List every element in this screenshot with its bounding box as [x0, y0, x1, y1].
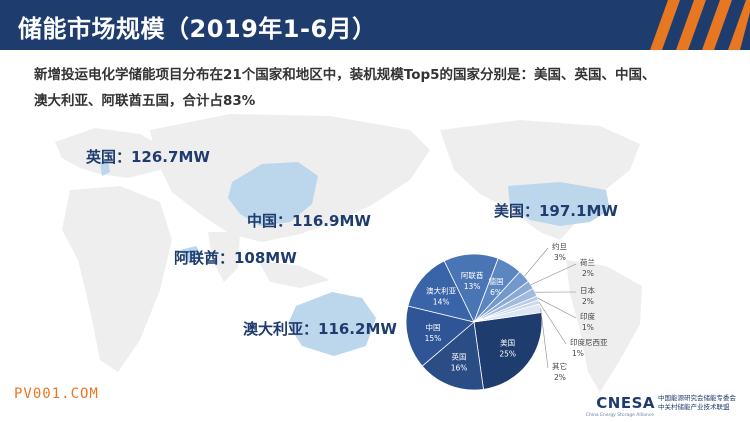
- pie-value-2: 15%: [425, 334, 442, 343]
- europe-landmass: [55, 128, 168, 178]
- label-usa: 美国：197.1MW: [494, 202, 618, 220]
- org-names: 中国能源研究会储能专委会 中关村储能产业技术联盟: [658, 394, 738, 412]
- india-landmass: [208, 232, 240, 282]
- header-stripes-decoration: [650, 0, 750, 50]
- pie-label-11: 其它: [552, 361, 567, 371]
- se-asia-landmass: [258, 260, 330, 288]
- pie-value-4: 13%: [464, 282, 481, 291]
- pie-value-1: 16%: [451, 363, 468, 372]
- pie-value-8: 2%: [582, 297, 594, 306]
- usa-shape: [508, 182, 610, 226]
- pie-slice-1: [421, 321, 484, 390]
- pie-value-9: 1%: [582, 323, 594, 332]
- south-america-landmass: [566, 260, 642, 392]
- pie-leader-7: [530, 263, 577, 286]
- subtitle-line-2: 澳大利亚、阿联酋五国，合计占83%: [34, 93, 256, 109]
- pie-value-11: 2%: [554, 373, 566, 382]
- org-line-2: 中关村储能产业技术联盟: [658, 403, 730, 411]
- subtitle-line-1: 新增投运电化学储能项目分布在21个国家和地区中，装机规模Top5的国家分别是：美…: [34, 67, 656, 83]
- uae-shape: [180, 246, 202, 262]
- label-uae: 阿联酋：108MW: [174, 249, 297, 267]
- share-pie-chart: 美国 25% 英国 16% 中国 15% 澳大利亚 14% 阿联酋 13% 德国 6% 约旦 3% 荷兰 2%…: [405, 241, 608, 390]
- cnesa-logo: CNESA: [596, 394, 655, 412]
- pie-label-7: 荷兰: [580, 257, 595, 267]
- pie-slice-4: [443, 253, 499, 324]
- label-australia: 澳大利亚：116.2MW: [243, 320, 397, 338]
- pie-leader-11: [540, 308, 549, 369]
- pie-value-5: 6%: [490, 288, 502, 297]
- world-map: [55, 114, 642, 392]
- pie-slice-0: [473, 312, 543, 390]
- pie-label-8: 日本: [580, 285, 595, 295]
- pie-label-9: 印度: [580, 311, 595, 321]
- pie-leader-9: [537, 297, 577, 319]
- pie-leader-10: [538, 301, 567, 345]
- org-line-1: 中国能源研究会储能专委会: [658, 394, 736, 402]
- pie-label-1: 英国: [452, 351, 467, 361]
- header-bar: 储能市场规模（2019年1-6月）: [0, 0, 750, 50]
- uk-shape: [100, 160, 110, 176]
- watermark-text: PV001.COM: [14, 386, 99, 402]
- pie-value-0: 25%: [499, 349, 516, 358]
- pie-label-5: 德国: [489, 276, 504, 286]
- org-english: China Energy Storage Alliance: [585, 413, 654, 418]
- label-uk: 英国：126.7MW: [86, 148, 210, 166]
- north-america-landmass: [440, 120, 640, 240]
- subtitle: 新增投运电化学储能项目分布在21个国家和地区中，装机规模Top5的国家分别是：美…: [34, 62, 734, 114]
- pie-label-0: 美国: [500, 337, 515, 347]
- pie-label-3: 澳大利亚: [426, 286, 456, 296]
- pie-value-7: 2%: [582, 269, 594, 278]
- page-title: 储能市场规模（2019年1-6月）: [18, 15, 377, 43]
- china-shape: [228, 162, 318, 226]
- pie-value-3: 14%: [433, 298, 450, 307]
- pie-label-10: 印度尼西亚: [570, 337, 608, 347]
- label-china: 中国：116.9MW: [247, 212, 371, 230]
- australia-shape: [288, 292, 376, 356]
- pie-leader-6: [524, 247, 549, 277]
- pie-label-6: 约旦: [552, 241, 567, 251]
- africa-landmass: [62, 186, 172, 372]
- pie-value-6: 3%: [554, 253, 566, 262]
- pie-label-4: 阿联酋: [461, 270, 484, 280]
- pie-value-10: 1%: [572, 349, 584, 358]
- pie-slice-3: [407, 260, 475, 323]
- pie-label-2: 中国: [425, 322, 440, 332]
- pie-slice-2: [405, 305, 475, 367]
